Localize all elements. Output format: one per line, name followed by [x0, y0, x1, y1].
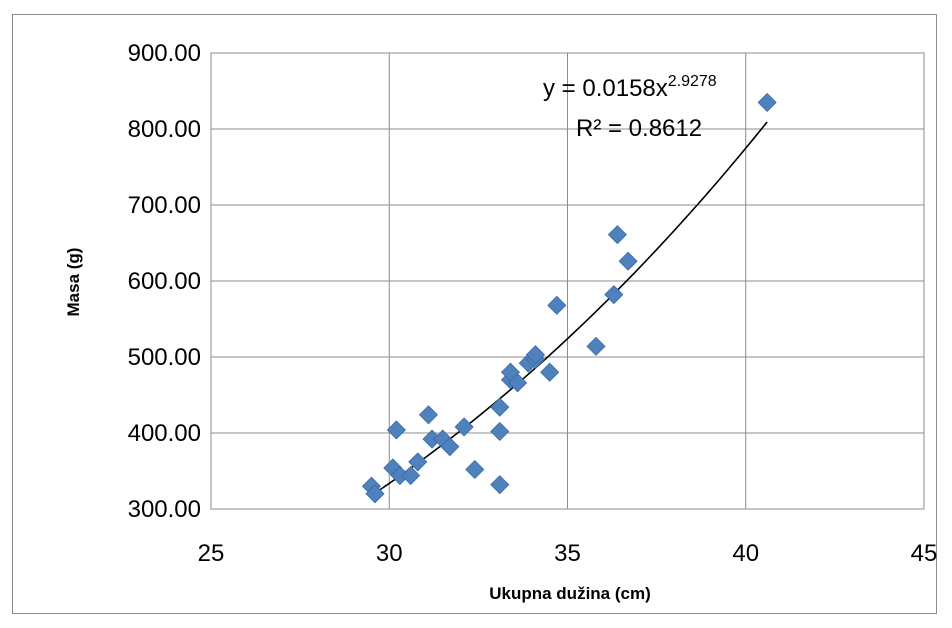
r-squared-label: R² = 0.8612 [576, 115, 702, 142]
data-point [586, 336, 606, 356]
data-points [361, 92, 777, 504]
x-axis-title: Ukupna dužina (cm) [489, 584, 651, 603]
data-point [607, 225, 627, 245]
data-point [540, 362, 560, 382]
y-tick-label: 900.00 [128, 40, 201, 67]
trendline-equation: y = 0.0158x2.9278 [543, 73, 717, 102]
data-point [490, 421, 510, 442]
equation-exponent: 2.9278 [668, 73, 717, 90]
data-point [508, 373, 528, 393]
y-tick-label: 700.00 [128, 192, 201, 219]
data-point [401, 465, 421, 486]
data-point [525, 345, 545, 365]
x-tick-label: 45 [911, 540, 938, 567]
data-point [418, 405, 439, 425]
data-point [757, 92, 777, 112]
data-point [440, 437, 460, 457]
y-tick-label: 500.00 [128, 344, 201, 371]
y-tick-label: 400.00 [128, 420, 201, 447]
chart-area [12, 14, 937, 614]
y-tick-label: 800.00 [128, 116, 201, 143]
data-point [465, 459, 485, 480]
data-point [365, 484, 385, 504]
data-point [604, 285, 624, 305]
y-tick-labels: 300.00 400.00 500.00 600.00 700.00 800.00 900.… [128, 40, 201, 523]
x-tick-label: 30 [376, 540, 403, 567]
data-point [490, 475, 510, 495]
data-point [386, 420, 406, 440]
data-point [547, 295, 567, 315]
equation-base: y = 0.0158x [543, 75, 668, 102]
x-tick-label: 25 [198, 540, 225, 567]
y-axis-title: Masa (g) [64, 248, 83, 317]
gridlines [210, 52, 925, 510]
x-tick-labels: 25 30 35 40 45 [198, 540, 938, 567]
data-point [408, 452, 428, 472]
y-tick-label: 600.00 [128, 268, 201, 295]
x-tick-label: 40 [732, 540, 759, 567]
plot-area-border [210, 52, 925, 510]
data-point [454, 417, 474, 437]
data-point [618, 251, 638, 271]
x-tick-label: 35 [554, 540, 581, 567]
y-tick-label: 300.00 [128, 496, 201, 523]
data-point [490, 397, 510, 417]
